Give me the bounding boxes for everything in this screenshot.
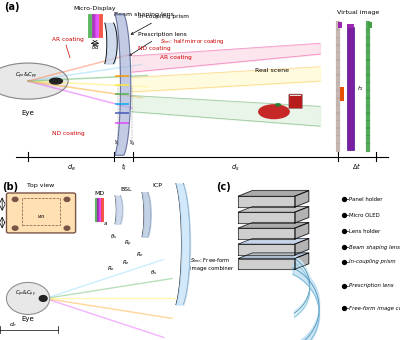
Circle shape <box>12 197 18 202</box>
Polygon shape <box>295 207 309 223</box>
Polygon shape <box>238 228 295 239</box>
Text: AR coating: AR coating <box>52 37 84 42</box>
Bar <box>22 198 60 225</box>
Text: Micro OLED: Micro OLED <box>349 213 380 218</box>
Text: Lens holder: Lens holder <box>349 229 380 234</box>
Text: $\hat{s}_1$: $\hat{s}_1$ <box>114 138 122 148</box>
Circle shape <box>259 105 289 119</box>
Text: Prescription lens: Prescription lens <box>129 32 187 56</box>
Polygon shape <box>238 191 309 196</box>
Polygon shape <box>295 253 309 269</box>
Text: Panel holder: Panel holder <box>349 197 383 202</box>
Text: $\theta_s$: $\theta_s$ <box>110 232 118 241</box>
Text: AR coating: AR coating <box>160 55 192 61</box>
Text: Virtual image: Virtual image <box>337 11 379 15</box>
Text: Beam shaping lens: Beam shaping lens <box>349 245 400 250</box>
Text: $R_p$: $R_p$ <box>124 239 132 249</box>
Text: Micro-Display: Micro-Display <box>74 6 116 11</box>
Text: $d_e$: $d_e$ <box>9 320 17 328</box>
Text: $\hat{s}_2$: $\hat{s}_2$ <box>128 138 136 148</box>
Text: MD: MD <box>94 191 104 195</box>
Polygon shape <box>238 223 309 228</box>
Circle shape <box>50 78 62 84</box>
Bar <box>340 87 344 101</box>
Text: In-coupling prism: In-coupling prism <box>131 14 189 34</box>
Circle shape <box>39 295 47 301</box>
Text: Real scene: Real scene <box>255 68 289 73</box>
Text: Prescription lens: Prescription lens <box>349 283 394 288</box>
Text: (a): (a) <box>4 2 20 12</box>
Polygon shape <box>238 207 309 212</box>
Text: $h_i$: $h_i$ <box>357 84 364 93</box>
Text: Eye: Eye <box>22 110 34 116</box>
Text: In-coupling prism: In-coupling prism <box>349 259 396 264</box>
Text: ND coating: ND coating <box>52 131 85 136</box>
Polygon shape <box>238 212 295 223</box>
Text: $S_{hm}$: Free-form
image combiner: $S_{hm}$: Free-form image combiner <box>190 256 233 271</box>
Polygon shape <box>238 253 309 258</box>
Text: $R_e$: $R_e$ <box>122 258 130 267</box>
Polygon shape <box>238 244 295 255</box>
Text: $R_o$: $R_o$ <box>107 265 115 273</box>
Polygon shape <box>295 239 309 255</box>
Bar <box>338 22 342 28</box>
Text: Beam shaping lens: Beam shaping lens <box>114 12 174 17</box>
Text: $C_{px}$&$C_{py}$: $C_{px}$&$C_{py}$ <box>15 71 37 81</box>
Circle shape <box>64 197 70 202</box>
Polygon shape <box>238 258 295 269</box>
Text: $d_s$: $d_s$ <box>231 163 240 173</box>
Bar <box>368 22 372 28</box>
Circle shape <box>6 283 50 314</box>
Text: BSL: BSL <box>121 187 132 191</box>
Circle shape <box>64 226 70 230</box>
Polygon shape <box>238 239 309 244</box>
Text: $\delta d$: $\delta d$ <box>90 42 99 51</box>
Text: $\theta_s$: $\theta_s$ <box>150 269 158 277</box>
Text: Free-form image combiner: Free-form image combiner <box>349 306 400 310</box>
Text: $\Delta t$: $\Delta t$ <box>352 162 362 171</box>
Polygon shape <box>238 196 295 207</box>
Text: $S_{hm}$: half mirror coating: $S_{hm}$: half mirror coating <box>160 37 225 46</box>
Text: $t_l$: $t_l$ <box>121 162 126 173</box>
Bar <box>290 95 301 97</box>
Text: Eye: Eye <box>22 316 34 322</box>
Text: (c): (c) <box>216 182 230 192</box>
Circle shape <box>0 63 68 99</box>
Text: $R_e$: $R_e$ <box>136 250 144 259</box>
FancyBboxPatch shape <box>289 94 302 109</box>
Text: $C_{px}$&$C_{py}$: $C_{px}$&$C_{py}$ <box>15 289 36 299</box>
Text: ICP: ICP <box>153 183 163 188</box>
Text: $w_3$: $w_3$ <box>37 214 45 221</box>
Bar <box>347 24 354 28</box>
Text: (b): (b) <box>2 182 18 192</box>
Polygon shape <box>295 191 309 207</box>
FancyBboxPatch shape <box>6 193 76 233</box>
Text: $d_e$: $d_e$ <box>66 163 76 173</box>
Polygon shape <box>115 14 131 155</box>
Text: ND coating: ND coating <box>138 47 171 51</box>
Text: $a$: $a$ <box>102 220 108 227</box>
Text: Top view: Top view <box>28 183 55 188</box>
Circle shape <box>276 104 280 106</box>
Bar <box>347 27 354 150</box>
Polygon shape <box>295 223 309 239</box>
Circle shape <box>12 226 18 230</box>
